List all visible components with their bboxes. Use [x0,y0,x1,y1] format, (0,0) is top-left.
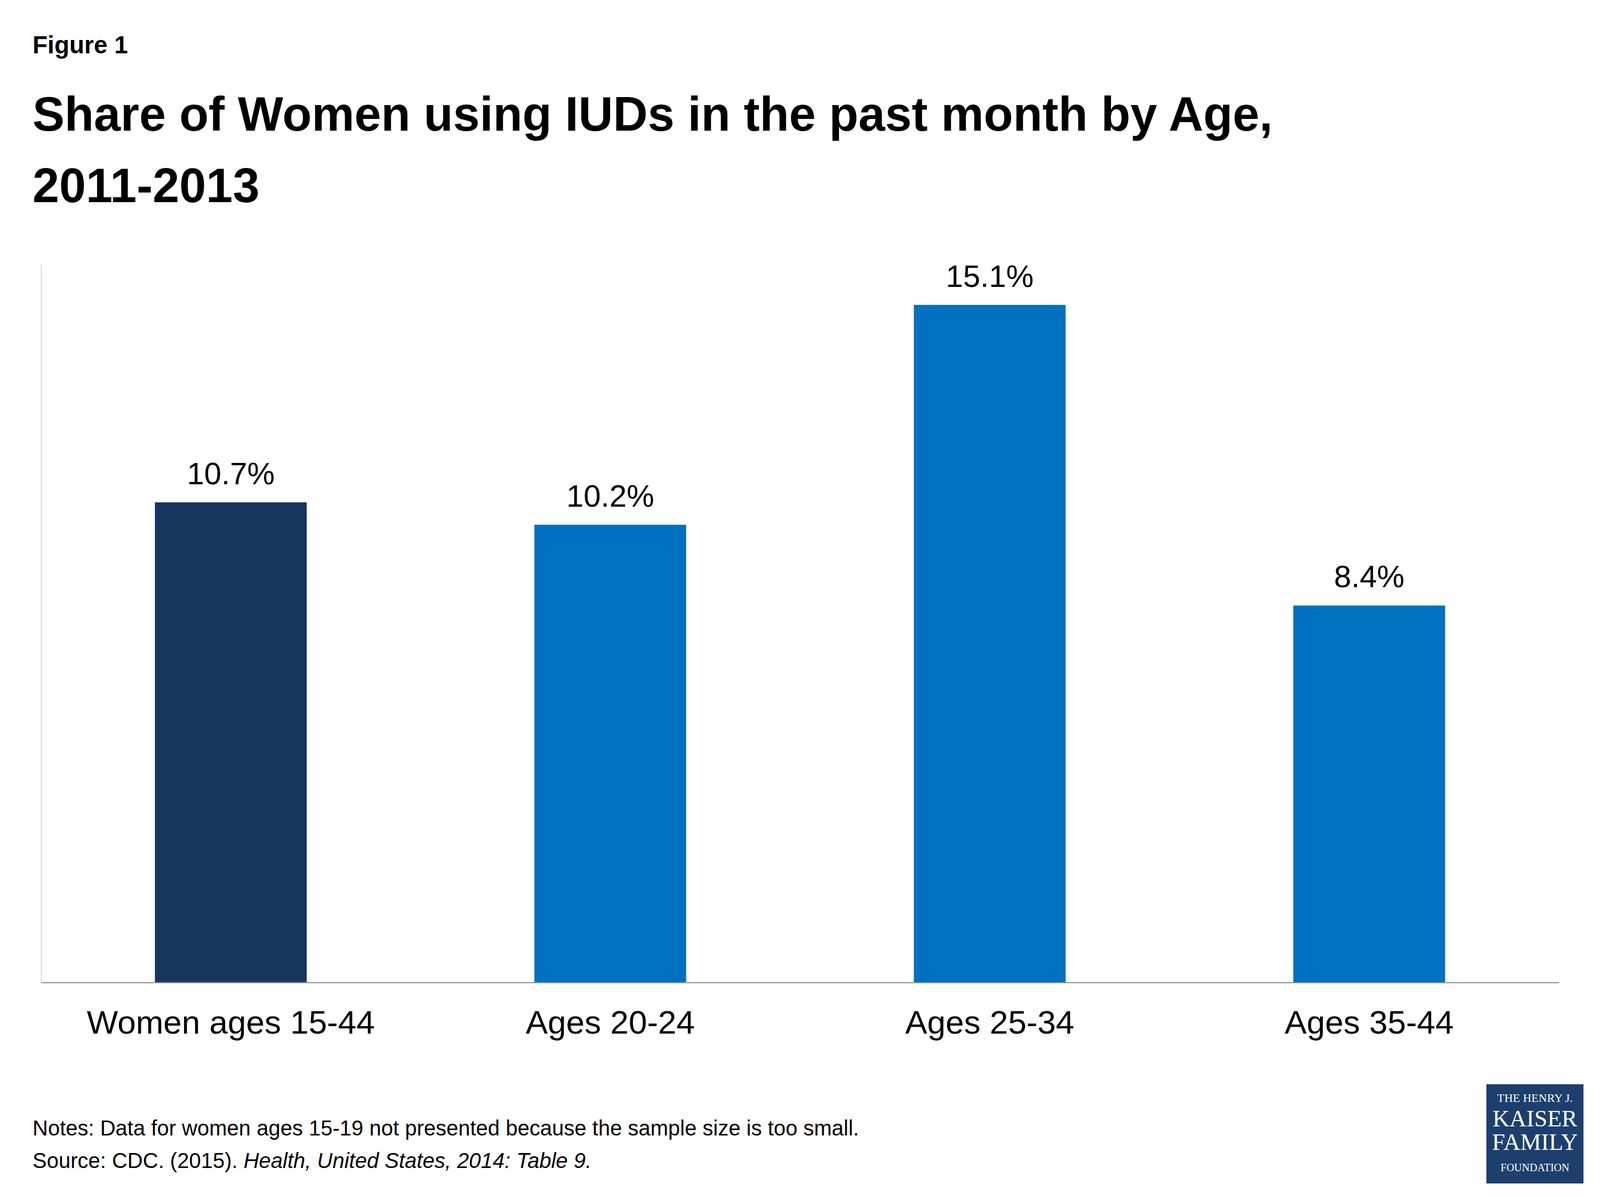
chart: Figure 1 Share of Women using IUDs in the… [0,0,1600,1200]
data-label: 8.4% [1333,558,1405,594]
data-label: 10.7% [187,456,275,491]
x-tick-label: Women ages 15-44 [86,1003,375,1041]
bar [154,502,307,983]
logo: THE HENRY J.KAISERFAMILY FOUNDATION [1486,1084,1584,1184]
y-axis-line [41,265,43,983]
bar [1293,605,1446,983]
x-tick-label: Ages 35-44 [1284,1003,1454,1041]
logo-box [1486,1084,1584,1184]
title-line: Share of Women using IUDs in the past mo… [32,87,1273,141]
x-tick: Ages 25-34 [905,1003,1075,1041]
x-tick: Ages 20-24 [525,1003,695,1041]
x-tick: Women ages 15-44 [86,1003,375,1041]
source-part: Health, United States, 2014: Table 9. [243,1148,592,1173]
data-label: 15.1% [946,258,1034,294]
data-label: 10.2% [566,478,654,514]
logo-text: KAISER [1492,1105,1579,1132]
bars [154,305,1445,983]
x-tick: Ages 35-44 [1284,1003,1454,1041]
title-line: 2011-2013 [32,158,260,213]
data-labels: 10.7% 10.2% 15.1% 8.4% [187,258,1405,595]
logo-text: FAMILY [1491,1129,1578,1156]
bar [534,524,687,983]
source-part: Source: CDC. (2015). [32,1148,244,1173]
title: Share of Women using IUDs in the past mo… [32,87,1273,213]
bar [913,305,1066,983]
notes: Notes: Data for women ages 15-19 not pre… [32,1116,860,1140]
logo-text: FOUNDATION [1500,1161,1570,1174]
x-axis-line [41,982,1560,984]
x-axis: Women ages 15-44 Ages 20-24 Ages 25-34 Ages… [41,982,1560,1042]
figure-label: Figure 1 [32,30,128,59]
y-axis [41,265,42,983]
logo-text: THE HENRY J. [1497,1091,1573,1105]
x-tick-label: Ages 25-34 [905,1003,1075,1041]
x-tick-label: Ages 20-24 [525,1003,695,1041]
source: Source: CDC. (2015). Health, United Stat… [32,1148,592,1173]
